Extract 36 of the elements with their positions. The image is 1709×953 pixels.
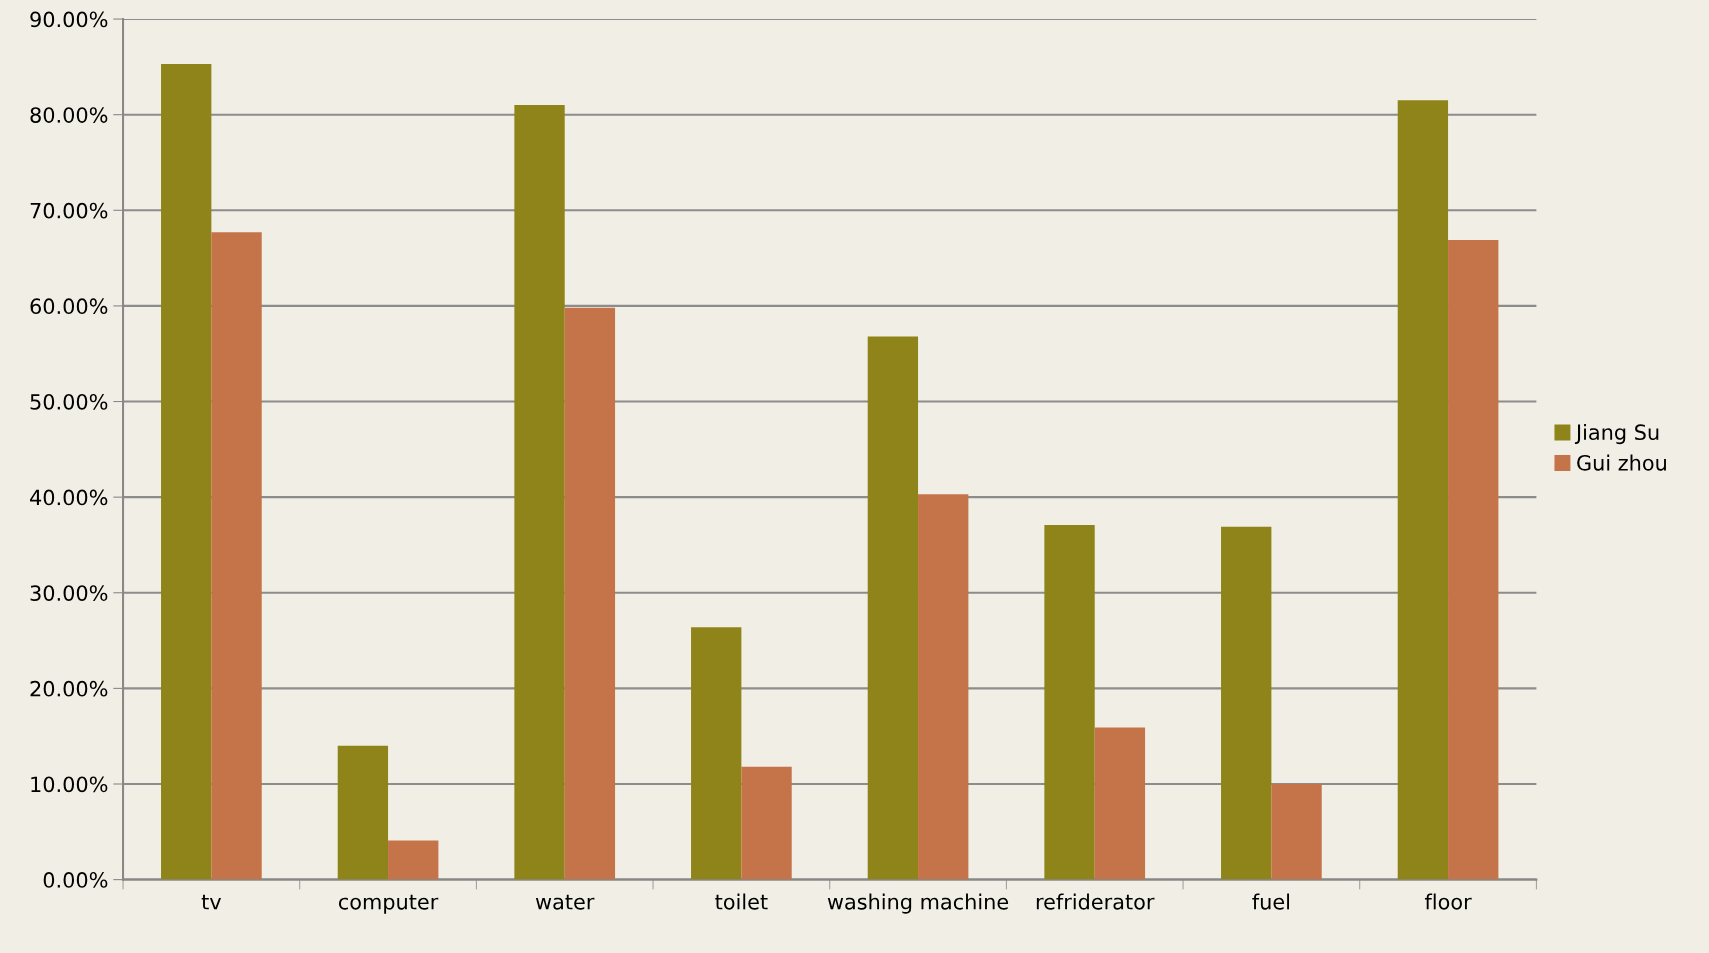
bar (1397, 100, 1449, 880)
y-tick-label: 0.00% (43, 872, 108, 888)
y-tick-label: 80.00% (30, 107, 108, 123)
bar (388, 840, 439, 880)
y-tick-label: 70.00% (30, 202, 108, 219)
legend-label: Gui zhou (1577, 454, 1666, 471)
x-tick-label: water (535, 894, 595, 910)
bar (1044, 524, 1095, 880)
y-tick-label: 40.00% (30, 489, 108, 506)
bar (564, 307, 616, 880)
bar (337, 745, 389, 880)
y-tick-label: 10.00% (31, 776, 108, 793)
x-tick-label: fuel (1252, 893, 1290, 910)
bar (161, 64, 212, 880)
y-tick-label: 50.00% (30, 393, 108, 410)
bar (1271, 784, 1322, 880)
x-tick-label: toilet (715, 893, 768, 910)
bar (1221, 526, 1272, 880)
x-tick-label: computer (338, 894, 439, 914)
bar (1448, 239, 1499, 880)
y-tick-label: 90.00% (30, 11, 108, 28)
y-tick-label: 20.00% (30, 680, 108, 697)
bar (741, 766, 792, 880)
y-tick-label: 30.00% (30, 585, 108, 601)
y-tick-label: 60.00% (30, 298, 108, 315)
bar (514, 105, 565, 880)
bar (691, 627, 742, 880)
bar (1094, 727, 1146, 880)
legend-label: Jiang Su (1574, 423, 1659, 445)
x-tick-label: floor (1424, 893, 1472, 910)
bar (211, 232, 262, 880)
bar (867, 336, 919, 880)
x-tick-label: refriderator (1036, 893, 1155, 910)
x-tick-label: tv (201, 894, 222, 910)
x-tick-label: washing machine (827, 893, 1009, 914)
bar (918, 494, 969, 880)
